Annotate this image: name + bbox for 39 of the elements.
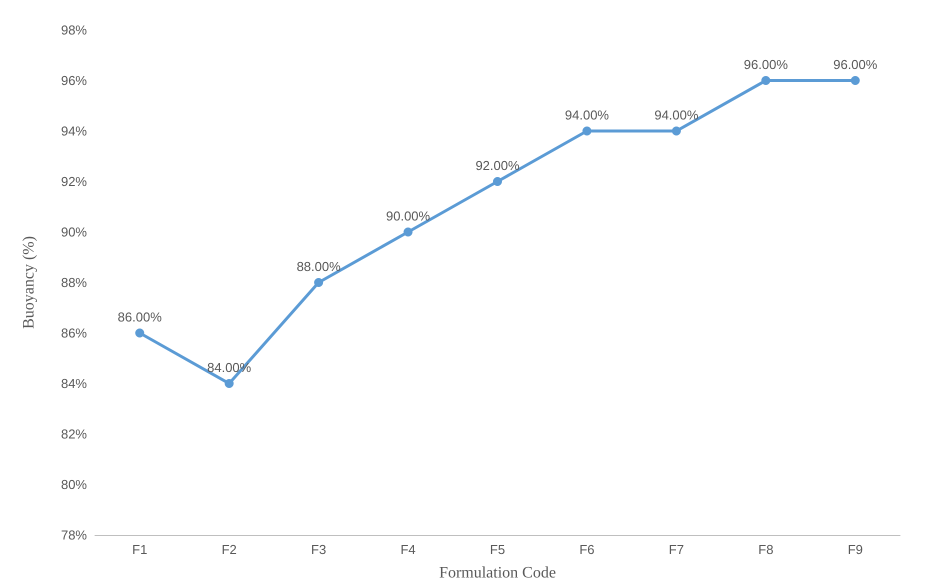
- y-tick-label: 90%: [60, 224, 88, 240]
- x-tick-label: F9: [848, 542, 863, 557]
- x-tick-label: F8: [758, 542, 774, 557]
- x-axis-title: Formulation Code: [439, 564, 556, 582]
- y-tick-label: 94%: [60, 124, 88, 138]
- point: [404, 228, 413, 236]
- x-tick-label: F1: [132, 542, 148, 557]
- point: [582, 126, 592, 136]
- x-tick-label: F3: [311, 542, 326, 557]
- x-tick-label: F2: [222, 542, 237, 557]
- y-tick-label: 86%: [60, 326, 88, 340]
- y-tick-label: 92%: [60, 174, 88, 189]
- x-tick-label: F7: [668, 542, 684, 557]
- data-label: 92.00%: [475, 158, 520, 173]
- data-label: 88.00%: [296, 259, 342, 274]
- y-tick-label: 80%: [60, 477, 88, 492]
- y-tick-label: 78%: [60, 528, 88, 542]
- y-tick-label: 96%: [60, 73, 88, 88]
- point: [761, 76, 770, 85]
- data-label: 94.00%: [564, 108, 610, 122]
- point: [493, 177, 502, 186]
- x-tick-label: F6: [579, 542, 595, 557]
- data-label: 86.00%: [118, 310, 162, 324]
- y-tick-label: 98%: [60, 22, 88, 38]
- y-tick-label: 84%: [60, 376, 88, 391]
- point: [850, 76, 860, 85]
- x-tick-label: F4: [400, 542, 416, 557]
- y-axis-title: Buoyancy (%): [20, 236, 38, 329]
- point: [224, 379, 234, 388]
- point: [672, 126, 681, 136]
- data-label: 94.00%: [654, 108, 699, 122]
- point: [314, 278, 324, 287]
- data-label: 96.00%: [744, 57, 788, 72]
- point: [135, 328, 144, 338]
- y-tick-label: 82%: [60, 426, 88, 442]
- x-tick-label: F5: [490, 542, 506, 557]
- y-tick-label: 88%: [60, 275, 88, 290]
- data-label: 90.00%: [386, 208, 431, 224]
- data-label: 96.00%: [833, 57, 878, 72]
